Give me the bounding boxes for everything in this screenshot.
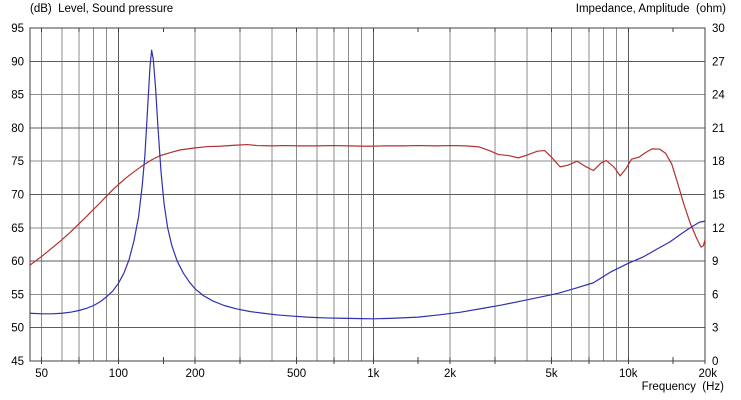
y-right-tick-label: 30 (712, 23, 725, 35)
y-right-tick-label: 12 (712, 223, 725, 235)
y-right-tick-label: 21 (712, 123, 725, 135)
y-left-tick-label: 90 (11, 56, 24, 68)
y-left-tick-label: 60 (11, 256, 24, 268)
y-left-tick-label: 95 (11, 23, 24, 35)
y-right-tick-label: 15 (712, 190, 725, 202)
x-tick-label: 1k (367, 368, 379, 380)
impedance-curve (29, 49, 706, 320)
x-tick-label: 2k (444, 368, 456, 380)
x-tick-label: 500 (287, 368, 306, 380)
y-right-tick-label: 9 (712, 256, 718, 268)
y-right-tick-label: 3 (712, 323, 718, 335)
x-axis-title: Frequency (Hz) (641, 381, 724, 393)
y-left-tick-label: 55 (11, 289, 24, 301)
y-right-tick-label: 24 (712, 90, 725, 102)
x-tick-label: 20k (698, 368, 717, 380)
x-tick-label: 200 (186, 368, 205, 380)
y-right-tick-label: 18 (712, 156, 725, 168)
x-tick-label: 5k (545, 368, 557, 380)
y-right-tick-label: 0 (712, 356, 718, 368)
y-left-tick-label: 70 (11, 190, 24, 202)
spl-curve (29, 143, 706, 266)
x-tick-label: 10k (619, 368, 638, 380)
x-tick-label: 50 (35, 368, 48, 380)
y-left-tick-label: 85 (11, 90, 24, 102)
plot-border (29, 27, 706, 362)
y-right-tick-label: 6 (712, 289, 718, 301)
y-right-tick-label: 27 (712, 56, 725, 68)
y-left-tick-label: 65 (11, 223, 24, 235)
left-axis-title: (dB) Level, Sound pressure (30, 3, 174, 15)
y-left-tick-label: 80 (11, 123, 24, 135)
y-left-tick-label: 75 (11, 156, 24, 168)
y-left-tick-label: 45 (11, 356, 24, 368)
right-axis-title: Impedance, Amplitude (ohm) (575, 3, 726, 15)
x-tick-label: 100 (109, 368, 128, 380)
y-left-tick-label: 50 (11, 323, 24, 335)
